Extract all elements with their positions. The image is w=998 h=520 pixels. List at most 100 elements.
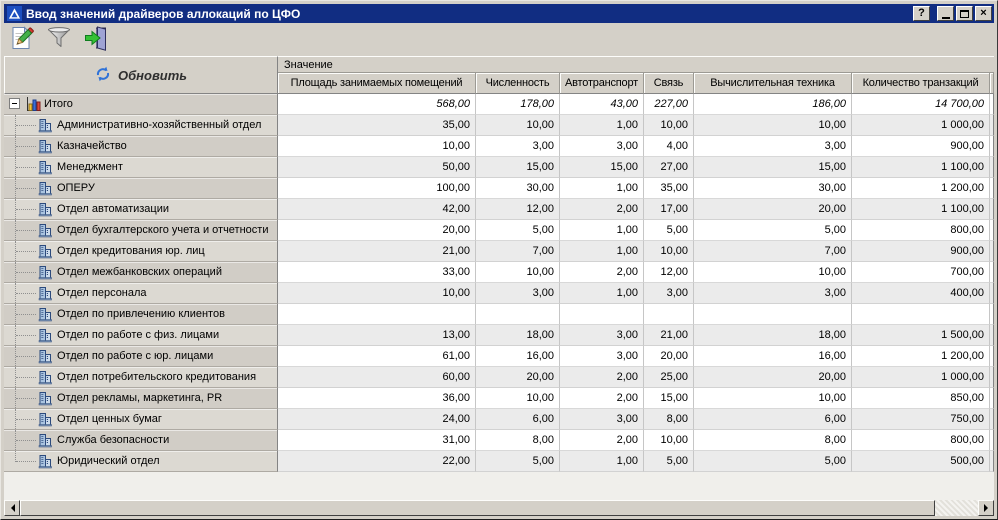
value-cell[interactable]: 3,00 [476,136,560,157]
value-cell[interactable]: 12,00 [644,262,694,283]
value-cell[interactable]: 15,00 [694,157,852,178]
value-cell[interactable]: 1 100,00 [852,157,990,178]
value-cell[interactable]: 3,00 [694,283,852,304]
value-cell[interactable]: 1 500,00 [852,325,990,346]
filter-button[interactable] [45,26,73,54]
row-label-cell[interactable]: Отдел бухгалтерского учета и отчетности [4,220,278,241]
value-cell[interactable]: 8,00 [476,430,560,451]
value-cell[interactable]: 2,00 [560,367,644,388]
collapse-toggle-icon[interactable] [9,98,20,109]
value-cell[interactable]: 1,00 [560,241,644,262]
value-cell[interactable]: 5,00 [476,451,560,472]
value-cell[interactable] [694,304,852,325]
total-value-cell[interactable]: 43,00 [560,94,644,115]
value-cell[interactable]: 3,00 [560,136,644,157]
row-label-cell[interactable]: Отдел межбанковских операций [4,262,278,283]
value-cell[interactable]: 20,00 [694,199,852,220]
value-cell[interactable]: 12,00 [476,199,560,220]
value-cell[interactable]: 2,00 [560,430,644,451]
value-cell[interactable]: 21,00 [278,241,476,262]
row-label-cell[interactable]: Отдел рекламы, маркетинга, PR [4,388,278,409]
edit-button[interactable] [8,26,36,54]
value-cell[interactable]: 5,00 [694,220,852,241]
value-cell[interactable]: 6,00 [694,409,852,430]
value-cell[interactable]: 8,00 [694,430,852,451]
row-label-cell[interactable]: Служба безопасности [4,430,278,451]
row-label-cell[interactable]: Отдел персонала [4,283,278,304]
exit-button[interactable] [82,26,110,54]
value-cell[interactable]: 10,00 [476,388,560,409]
value-cell[interactable]: 5,00 [476,220,560,241]
value-cell[interactable]: 1 000,00 [852,115,990,136]
help-button[interactable]: ? [913,6,930,21]
total-value-cell[interactable]: 178,00 [476,94,560,115]
total-value-cell[interactable]: 14 700,00 [852,94,990,115]
total-value-cell[interactable]: 568,00 [278,94,476,115]
value-cell[interactable]: 10,00 [694,115,852,136]
scroll-right-button[interactable] [978,500,994,516]
value-cell[interactable]: 15,00 [476,157,560,178]
value-cell[interactable]: 6,00 [476,409,560,430]
value-cell[interactable]: 10,00 [644,241,694,262]
value-cell[interactable]: 800,00 [852,220,990,241]
value-cell[interactable]: 61,00 [278,346,476,367]
value-cell[interactable]: 10,00 [644,430,694,451]
value-cell[interactable]: 5,00 [644,451,694,472]
value-cell[interactable]: 2,00 [560,388,644,409]
scroll-left-button[interactable] [4,500,20,516]
value-cell[interactable]: 16,00 [476,346,560,367]
value-cell[interactable]: 400,00 [852,283,990,304]
row-label-cell[interactable]: Отдел автоматизации [4,199,278,220]
value-cell[interactable]: 18,00 [476,325,560,346]
titlebar[interactable]: Ввод значений драйверов аллокаций по ЦФО… [4,4,994,23]
value-cell[interactable]: 30,00 [694,178,852,199]
value-cell[interactable]: 7,00 [694,241,852,262]
row-label-cell[interactable]: Отдел по привлечению клиентов [4,304,278,325]
value-cell[interactable]: 2,00 [560,262,644,283]
value-cell[interactable]: 2,00 [560,199,644,220]
total-value-cell[interactable]: 186,00 [694,94,852,115]
value-cell[interactable]: 850,00 [852,388,990,409]
value-cell[interactable]: 13,00 [278,325,476,346]
row-label-cell[interactable]: Менеджмент [4,157,278,178]
value-cell[interactable]: 18,00 [694,325,852,346]
value-cell[interactable]: 900,00 [852,241,990,262]
value-cell[interactable]: 36,00 [278,388,476,409]
value-cell[interactable] [644,304,694,325]
value-cell[interactable]: 500,00 [852,451,990,472]
value-cell[interactable]: 900,00 [852,136,990,157]
value-cell[interactable]: 20,00 [476,367,560,388]
value-cell[interactable]: 1,00 [560,220,644,241]
row-label-cell[interactable]: Казначейство [4,136,278,157]
value-cell[interactable]: 700,00 [852,262,990,283]
value-cell[interactable]: 20,00 [278,220,476,241]
refresh-button[interactable]: Обновить [4,56,278,94]
value-cell[interactable]: 3,00 [560,325,644,346]
value-cell[interactable]: 5,00 [694,451,852,472]
value-cell[interactable]: 8,00 [644,409,694,430]
value-cell[interactable]: 35,00 [644,178,694,199]
value-cell[interactable]: 50,00 [278,157,476,178]
value-cell[interactable]: 800,00 [852,430,990,451]
horizontal-scrollbar[interactable] [4,500,994,516]
value-cell[interactable]: 1,00 [560,451,644,472]
value-cell[interactable]: 3,00 [644,283,694,304]
value-cell[interactable]: 3,00 [560,346,644,367]
value-cell[interactable]: 17,00 [644,199,694,220]
scrollbar-thumb[interactable] [20,500,935,516]
value-cell[interactable]: 15,00 [560,157,644,178]
row-label-cell[interactable]: Отдел по работе с физ. лицами [4,325,278,346]
value-cell[interactable]: 20,00 [694,367,852,388]
value-cell[interactable]: 1,00 [560,115,644,136]
value-cell[interactable]: 3,00 [560,409,644,430]
value-cell[interactable]: 20,00 [644,346,694,367]
value-cell[interactable]: 10,00 [278,136,476,157]
close-button[interactable]: × [975,6,992,21]
value-cell[interactable]: 1 000,00 [852,367,990,388]
value-cell[interactable]: 10,00 [278,283,476,304]
total-value-cell[interactable]: 227,00 [644,94,694,115]
value-cell[interactable] [278,304,476,325]
total-row-label-cell[interactable]: Итого [4,94,278,115]
value-cell[interactable]: 10,00 [694,388,852,409]
value-cell[interactable]: 16,00 [694,346,852,367]
